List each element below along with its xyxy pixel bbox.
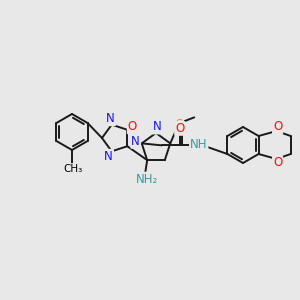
Text: O: O — [273, 121, 282, 134]
Text: O: O — [128, 120, 137, 133]
Text: NH₂: NH₂ — [136, 172, 158, 186]
Text: N: N — [106, 112, 115, 125]
Text: O: O — [273, 157, 282, 169]
Text: O: O — [175, 122, 184, 135]
Text: NH: NH — [190, 138, 208, 151]
Text: S: S — [176, 118, 183, 131]
Text: N: N — [131, 135, 140, 148]
Text: N: N — [104, 150, 113, 163]
Text: CH₃: CH₃ — [63, 164, 82, 174]
Text: N: N — [153, 121, 161, 134]
